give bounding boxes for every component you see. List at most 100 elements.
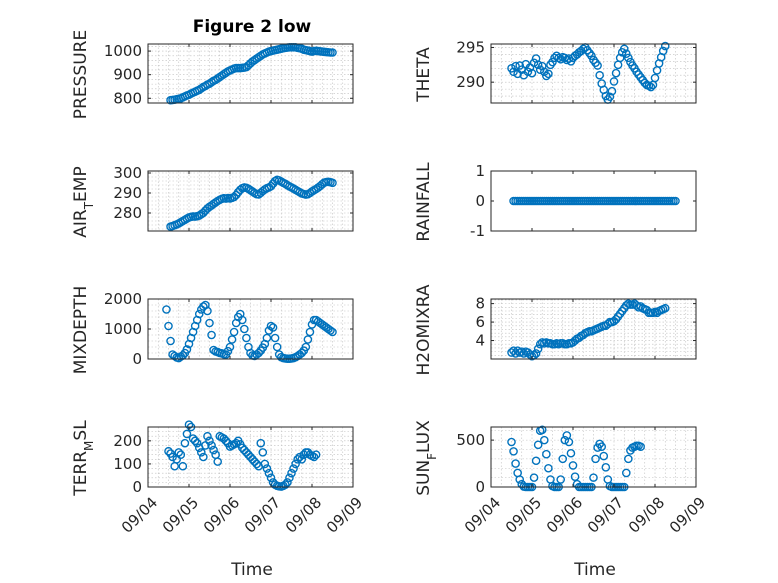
data-point <box>660 303 670 313</box>
data-point <box>525 350 535 359</box>
data-point <box>537 425 547 435</box>
data-point <box>289 464 298 473</box>
data-point <box>605 92 615 102</box>
data-point <box>199 452 208 462</box>
data-point <box>548 57 557 67</box>
x-tick-label: 09/09 <box>323 493 366 536</box>
y-tick-label: 2000 <box>104 290 142 308</box>
data-point <box>622 49 631 59</box>
x-axis-label-right: Time <box>573 560 616 580</box>
data-point <box>213 457 222 466</box>
data-point <box>311 450 321 459</box>
data-point <box>578 44 588 54</box>
axes-box <box>147 43 354 104</box>
data-point <box>221 436 231 446</box>
data-point <box>182 429 192 439</box>
data-point <box>560 53 570 63</box>
y-tick-label: 100 <box>113 455 142 473</box>
data-point <box>203 306 212 316</box>
data-point <box>556 54 566 64</box>
x-tick-label: 09/07 <box>241 493 284 536</box>
data-point <box>207 441 216 450</box>
data-point <box>568 461 578 470</box>
data-point <box>281 480 290 489</box>
data-point <box>509 67 518 77</box>
data-point <box>297 455 307 464</box>
axes-box <box>490 43 697 104</box>
subplot-4: 0 1000 2000 MIXDEPTH <box>71 286 354 375</box>
y-axis-label-1: THETA <box>414 47 434 103</box>
data-point <box>531 456 541 466</box>
data-point <box>540 435 549 445</box>
axes-box <box>147 426 354 488</box>
data-point <box>270 333 280 343</box>
data-point <box>523 67 533 77</box>
subplot-5: 468 H2OMIXRA <box>414 284 697 376</box>
data-point <box>658 46 668 56</box>
data-point <box>550 53 559 63</box>
data-point <box>205 318 214 328</box>
data-point <box>266 181 276 191</box>
y-tick-label: 300 <box>113 164 142 182</box>
data-point <box>268 323 278 332</box>
y-axis-label-4: MIXDEPTH <box>71 286 91 375</box>
data-point <box>196 448 206 457</box>
y-tick-label: 290 <box>113 184 142 202</box>
y-tick-label: 4 <box>475 332 485 350</box>
x-tick-label: 09/05 <box>502 493 545 536</box>
axes-box <box>490 298 697 360</box>
data-point <box>326 326 335 335</box>
data-point <box>544 69 553 79</box>
data-point <box>597 442 607 451</box>
data-point <box>190 436 200 446</box>
data-point <box>237 315 247 325</box>
data-point <box>609 77 619 86</box>
data-point <box>560 435 570 445</box>
data-point <box>531 349 541 358</box>
data-point <box>166 336 175 346</box>
data-point <box>619 44 629 54</box>
data-point <box>671 196 680 206</box>
y-axis-label-5: H2OMIXRA <box>414 284 434 375</box>
data-point <box>660 41 670 51</box>
data-point <box>225 342 235 352</box>
data-point <box>180 438 190 448</box>
data-point <box>537 61 547 71</box>
subplot-2: 280 290 300 AIRTEMP <box>71 164 354 238</box>
y-tick-label: 800 <box>113 89 142 107</box>
data-markers <box>166 175 337 231</box>
data-point <box>242 333 251 343</box>
data-point <box>533 440 543 450</box>
data-point <box>519 349 529 358</box>
data-point <box>170 351 179 361</box>
data-point <box>285 473 294 483</box>
x-tick-label: 09/08 <box>625 493 668 536</box>
data-point <box>174 448 184 457</box>
y-tick-label: 0 <box>132 478 142 496</box>
data-point <box>287 468 296 478</box>
x-tick-label: 09/07 <box>584 493 627 536</box>
data-point <box>283 478 292 487</box>
data-point <box>272 342 282 352</box>
x-tick-label: 09/08 <box>282 493 325 536</box>
data-point <box>607 86 617 96</box>
y-axis-label-2: AIRTEMP <box>71 166 96 237</box>
data-point <box>252 459 261 469</box>
data-point <box>509 447 518 456</box>
data-point <box>593 61 602 70</box>
data-point <box>587 51 596 61</box>
data-markers <box>166 43 337 105</box>
data-point <box>650 73 660 83</box>
data-point <box>564 437 574 447</box>
data-point <box>527 68 537 78</box>
data-point <box>542 449 551 459</box>
subplot-0: 800 900 1000 PRESSURE <box>71 30 354 119</box>
data-markers <box>507 299 670 361</box>
data-point <box>227 335 237 344</box>
data-point <box>615 53 625 63</box>
data-point <box>595 70 604 80</box>
data-point <box>533 60 543 70</box>
data-markers <box>164 420 321 491</box>
